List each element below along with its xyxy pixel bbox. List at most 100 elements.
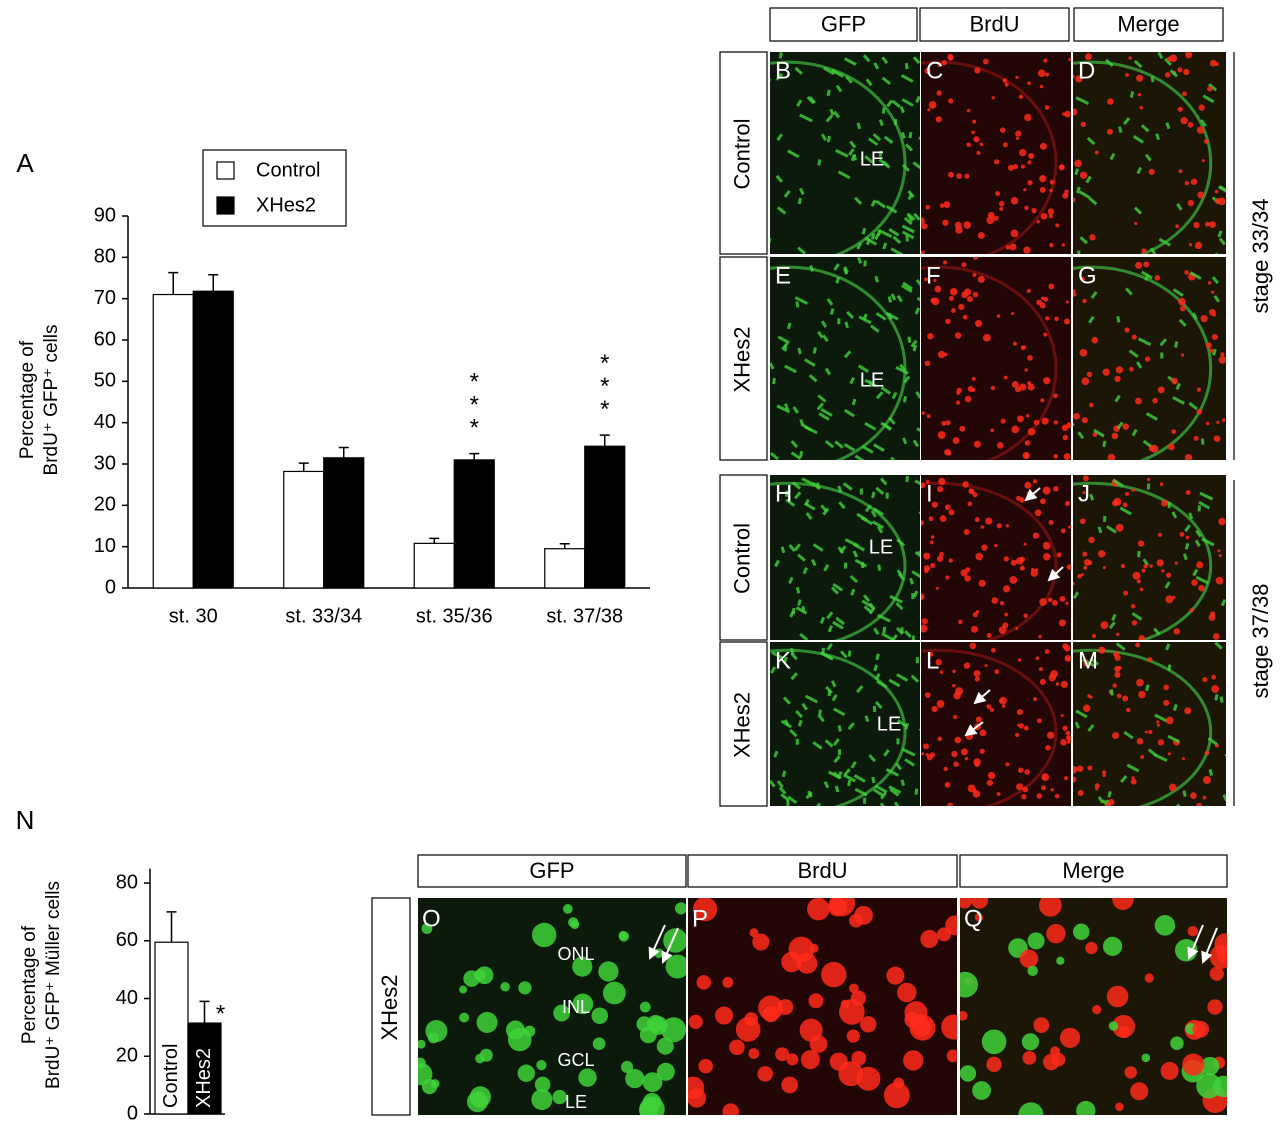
cell-dot — [1073, 765, 1078, 774]
cell-dot — [1043, 332, 1048, 337]
cell-dot — [977, 231, 985, 239]
fiber — [904, 143, 914, 152]
cell-dot — [1211, 685, 1220, 693]
fiber — [781, 342, 789, 351]
lens-label: LE — [860, 369, 884, 391]
cell-dot — [924, 360, 931, 367]
fiber — [1124, 287, 1133, 296]
fiber — [1153, 627, 1161, 636]
cell-dot — [1062, 192, 1069, 199]
cell-dot — [973, 440, 981, 448]
eye-outline — [921, 648, 1058, 806]
cell-dot — [937, 431, 946, 439]
y-tick-label: 10 — [94, 535, 116, 557]
cell-dot — [1144, 973, 1154, 983]
cell-dot — [925, 204, 930, 210]
cell-dot — [1073, 776, 1077, 783]
cell-dot — [562, 904, 573, 914]
fiber — [1195, 529, 1202, 538]
cell-dot — [1198, 584, 1205, 592]
arrow — [964, 721, 984, 737]
cell-dot — [924, 67, 931, 74]
fiber — [1184, 542, 1190, 550]
fiber — [795, 710, 804, 719]
panel-letter: F — [926, 262, 941, 289]
cell-dot — [1108, 798, 1115, 806]
cell-dot — [920, 929, 939, 949]
cell-dot — [973, 670, 981, 677]
cell-dot — [1202, 676, 1208, 683]
cell-dot — [1053, 453, 1059, 459]
cell-dot — [1197, 191, 1205, 199]
cell-dot — [1115, 366, 1124, 374]
fiber — [824, 739, 834, 748]
fiber — [1175, 382, 1181, 390]
cell-dot — [1024, 453, 1030, 459]
cell-dot — [692, 898, 718, 922]
micrograph-content — [418, 898, 686, 1115]
cell-dot — [1193, 221, 1200, 229]
cell-dot — [531, 922, 557, 948]
micrograph — [921, 642, 1071, 806]
eye-outline — [1073, 481, 1213, 640]
cell-dot — [1182, 757, 1186, 761]
fiber — [914, 307, 920, 315]
cell-dot — [979, 142, 984, 147]
cell-dot — [1028, 152, 1035, 160]
cell-dot — [923, 552, 931, 560]
fiber — [915, 278, 920, 287]
fiber — [880, 386, 892, 395]
fiber — [901, 284, 913, 293]
cell-dot — [942, 260, 948, 265]
fiber — [899, 106, 905, 114]
y-tick-label: 20 — [116, 1045, 138, 1067]
row-label: XHes2 — [729, 326, 754, 392]
cell-dot — [1020, 345, 1026, 351]
cell-dot — [1046, 731, 1055, 740]
cell-dot — [1204, 750, 1210, 756]
panel-letter: E — [775, 262, 791, 289]
cell-dot — [1091, 336, 1099, 344]
fiber — [843, 442, 856, 452]
cell-dot — [959, 425, 966, 432]
arrow — [661, 927, 679, 964]
fiber — [901, 163, 910, 172]
cell-dot — [948, 171, 954, 178]
fiber — [833, 110, 841, 119]
cell-dot — [1047, 208, 1055, 216]
cell-dot — [800, 1050, 820, 1070]
panel-letter: M — [1078, 647, 1098, 674]
fiber — [892, 235, 902, 245]
cell-dot — [1085, 941, 1098, 955]
cell-dot — [953, 714, 958, 720]
x-tick-label: st. 37/38 — [546, 605, 623, 627]
cell-dot — [981, 544, 988, 551]
cell-dot — [1102, 566, 1106, 570]
cell-dot — [1132, 571, 1141, 580]
cell-dot — [1182, 91, 1187, 97]
cell-dot — [937, 736, 943, 742]
fiber — [874, 275, 879, 283]
cell-dot — [1036, 718, 1042, 724]
cell-dot — [989, 707, 995, 713]
fiber — [1115, 642, 1126, 651]
fiber — [1219, 696, 1224, 703]
fiber — [770, 237, 772, 244]
cell-dot — [1002, 78, 1008, 83]
cell-dot — [1043, 58, 1048, 63]
cell-dot — [1163, 684, 1170, 691]
fiber — [785, 498, 796, 507]
fiber — [1192, 312, 1198, 320]
cell-dot — [1004, 82, 1009, 87]
cell-dot — [1021, 794, 1027, 800]
cell-dot — [1063, 318, 1071, 325]
fiber — [1123, 730, 1134, 740]
cell-dot — [935, 586, 939, 590]
cell-dot — [933, 278, 937, 283]
fiber — [812, 481, 821, 491]
cell-dot — [1080, 276, 1086, 282]
fiber — [885, 311, 899, 321]
cell-dot — [979, 748, 985, 754]
bar — [453, 459, 495, 589]
fiber — [820, 133, 828, 141]
